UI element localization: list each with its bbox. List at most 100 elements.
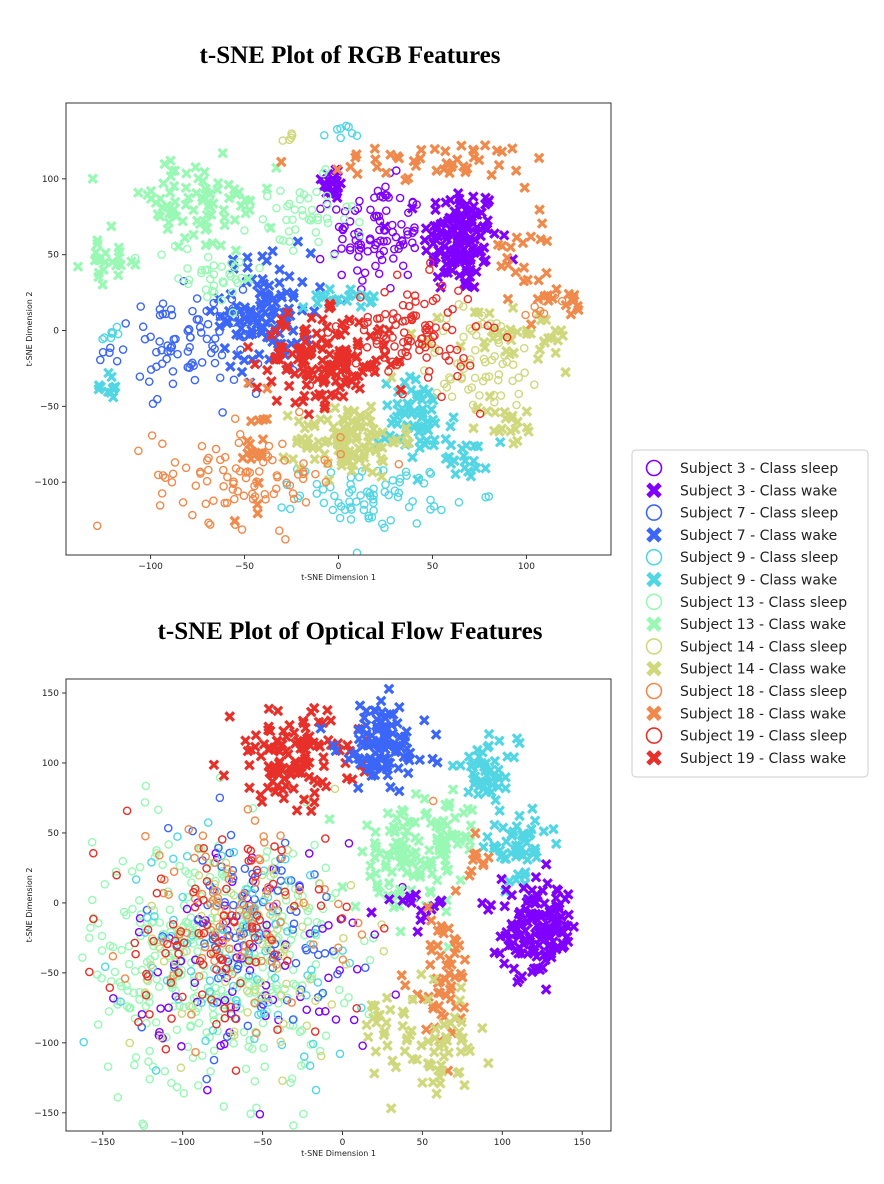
scatter-point-sleep — [323, 328, 333, 337]
legend-label: Subject 14 - Class sleep — [680, 639, 847, 655]
scatter-point-sleep — [414, 339, 424, 348]
scatter-point-sleep — [176, 927, 186, 936]
scatter-point-wake — [415, 905, 427, 917]
scatter-point-sleep — [202, 334, 212, 344]
scatter-point-wake — [164, 187, 176, 198]
scatter-point-sleep — [437, 392, 446, 402]
scatter-point-wake — [469, 247, 480, 259]
scatter-point-sleep — [240, 226, 249, 235]
scatter-point-sleep — [143, 972, 152, 981]
scatter-point-sleep — [170, 936, 180, 946]
scatter-point-wake — [418, 714, 430, 726]
scatter-point-wake — [312, 297, 323, 309]
scatter-point-sleep — [105, 983, 115, 992]
scatter-point-sleep — [345, 317, 355, 326]
scatter-point-wake — [468, 440, 480, 452]
scatter-point-sleep — [163, 939, 172, 949]
scatter-point-wake — [287, 348, 298, 360]
scatter-point-wake — [423, 386, 434, 398]
scatter-point-wake — [244, 782, 255, 794]
scatter-point-sleep — [550, 290, 560, 300]
legend-marker-circle — [645, 682, 663, 700]
scatter-point-sleep — [257, 939, 267, 949]
y-tick-label: 150 — [42, 689, 59, 699]
scatter-point-wake — [489, 947, 500, 958]
scatter-point-sleep — [229, 1030, 239, 1040]
scatter-point-wake — [426, 945, 437, 956]
scatter-point-sleep — [452, 345, 462, 355]
scatter-point-wake — [506, 143, 518, 154]
scatter-point-sleep — [313, 978, 323, 987]
scatter-point-sleep — [98, 334, 107, 344]
scatter-point-sleep — [167, 1014, 176, 1023]
scatter-point-sleep — [188, 1002, 197, 1011]
scatter-point-sleep — [295, 988, 304, 997]
scatter-point-sleep — [290, 901, 299, 911]
scatter-point-sleep — [219, 1102, 229, 1111]
scatter-point-sleep — [363, 312, 373, 322]
scatter-point-sleep — [230, 414, 240, 423]
scatter-point-wake — [231, 189, 242, 200]
scatter-point-sleep — [87, 837, 97, 847]
scatter-point-sleep — [197, 911, 206, 921]
scatter-point-sleep — [278, 1076, 287, 1085]
scatter-point-wake — [454, 1066, 465, 1078]
scatter-point-sleep — [174, 925, 184, 935]
scatter-point-wake — [512, 416, 523, 428]
scatter-point-wake — [340, 378, 351, 389]
scatter-point-sleep — [454, 286, 463, 296]
scatter-point-wake — [252, 279, 263, 291]
scatter-point-wake — [519, 182, 530, 193]
scatter-point-sleep — [239, 309, 249, 319]
scatter-point-sleep — [183, 264, 192, 273]
scatter-point-sleep — [218, 465, 228, 475]
scatter-point-sleep — [196, 328, 206, 337]
scatter-point-wake — [297, 715, 309, 727]
scatter-point-sleep — [213, 896, 222, 906]
scatter-point-sleep — [268, 912, 278, 921]
scatter-point-sleep — [243, 1007, 252, 1017]
scatter-point-sleep — [330, 491, 339, 501]
scatter-point-sleep — [448, 304, 457, 314]
scatter-point-sleep — [327, 1000, 337, 1009]
legend-item: Subject 9 - Class wake — [646, 571, 837, 589]
scatter-point-sleep — [112, 322, 122, 332]
scatter-point-sleep — [264, 290, 274, 299]
scatter-point-sleep — [225, 1028, 234, 1037]
scatter-point-sleep — [95, 355, 105, 365]
scatter-point-sleep — [218, 939, 227, 948]
scatter-point-wake — [427, 1076, 439, 1088]
scatter-point-sleep — [187, 1010, 196, 1019]
scatter-point-wake — [402, 172, 414, 184]
scatter-point-sleep — [426, 495, 435, 505]
scatter-point-sleep — [320, 884, 329, 894]
scatter-point-sleep — [337, 244, 346, 253]
scatter-point-sleep — [283, 845, 293, 855]
scatter-point-wake — [446, 980, 457, 992]
scatter-point-sleep — [215, 922, 225, 931]
scatter-point-sleep — [228, 874, 238, 883]
scatter-point-sleep — [303, 917, 313, 926]
scatter-point-sleep — [151, 1018, 161, 1027]
scatter-point-wake — [266, 376, 277, 387]
scatter-point-sleep — [346, 480, 355, 489]
scatter-point-wake — [446, 265, 458, 276]
scatter-point-sleep — [304, 849, 314, 858]
scatter-point-wake — [391, 812, 403, 824]
scatter-point-sleep — [161, 309, 171, 319]
scatter-point-wake — [476, 1022, 488, 1034]
scatter-point-wake — [461, 440, 472, 451]
scatter-point-wake — [345, 161, 356, 173]
scatter-point-wake — [387, 728, 399, 739]
scatter-point-sleep — [211, 930, 220, 939]
scatter-point-wake — [357, 421, 368, 433]
scatter-point-sleep — [319, 130, 329, 140]
scatter-point-wake — [455, 1046, 467, 1057]
scatter-point-sleep — [397, 219, 406, 229]
scatter-point-sleep — [335, 1049, 345, 1059]
scatter-point-sleep — [156, 874, 166, 883]
scatter-point-wake — [460, 166, 471, 178]
scatter-point-wake — [489, 228, 500, 239]
scatter-point-sleep — [79, 1037, 89, 1047]
scatter-point-wake — [519, 925, 531, 937]
